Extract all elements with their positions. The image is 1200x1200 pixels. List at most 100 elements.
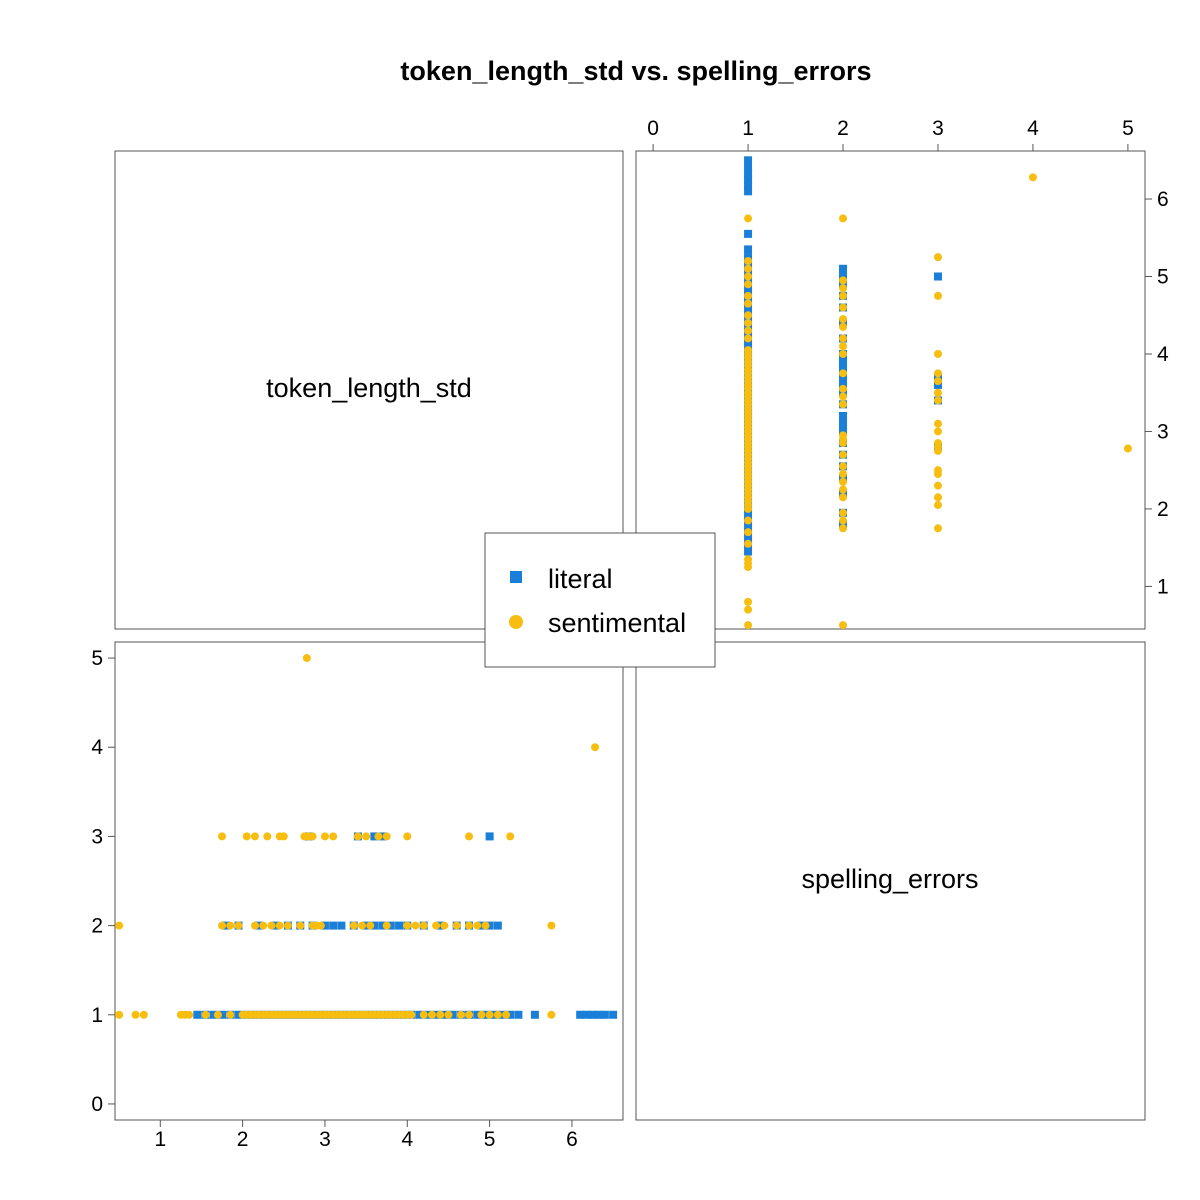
point-sentimental	[329, 832, 338, 841]
point-sentimental	[493, 1010, 502, 1019]
point-sentimental	[839, 470, 848, 479]
point-sentimental	[226, 921, 235, 930]
point-sentimental	[744, 291, 753, 300]
point-literal	[255, 921, 264, 930]
point-literal	[485, 832, 494, 841]
point-sentimental	[744, 334, 753, 343]
point-sentimental	[432, 921, 441, 930]
point-sentimental	[374, 832, 383, 841]
point-sentimental	[839, 524, 848, 533]
point-sentimental	[436, 1010, 445, 1019]
point-literal	[234, 1010, 243, 1019]
point-sentimental	[382, 832, 391, 841]
point-sentimental	[839, 291, 848, 300]
point-sentimental	[933, 524, 942, 533]
point-sentimental	[744, 326, 753, 335]
y-tick-label-token-length-std: 4	[1157, 343, 1169, 366]
point-literal	[744, 156, 753, 165]
point-sentimental	[259, 921, 268, 930]
point-literal	[370, 921, 379, 930]
point-literal	[481, 1010, 490, 1019]
diagonal-label-token-length-std: token_length_std	[266, 373, 472, 403]
point-sentimental	[839, 508, 848, 517]
point-sentimental	[547, 921, 556, 930]
point-sentimental	[502, 1010, 511, 1019]
point-sentimental	[744, 555, 753, 564]
point-literal	[378, 832, 387, 841]
y-tick-label-token-length-std: 1	[1157, 575, 1169, 598]
point-literal	[530, 1010, 539, 1019]
y-tick-label-spelling-errors: 3	[91, 825, 103, 848]
point-literal	[329, 921, 338, 930]
panel-bottom-left	[114, 641, 624, 1121]
point-sentimental	[115, 921, 124, 930]
point-literal	[448, 1010, 457, 1019]
point-literal	[744, 164, 753, 173]
point-sentimental	[139, 1010, 148, 1019]
point-literal	[744, 175, 753, 184]
point-literal	[436, 921, 445, 930]
point-sentimental	[283, 921, 292, 930]
point-sentimental	[839, 315, 848, 324]
point-sentimental	[382, 921, 391, 930]
point-sentimental	[591, 743, 600, 752]
point-sentimental	[485, 1010, 494, 1019]
point-sentimental	[839, 493, 848, 502]
point-sentimental	[839, 400, 848, 409]
point-sentimental	[201, 1010, 210, 1019]
point-sentimental	[744, 539, 753, 548]
x-tick-label-token-length-std: 3	[319, 1128, 331, 1151]
point-sentimental	[933, 253, 942, 262]
point-sentimental	[403, 921, 412, 930]
x-tick-label-token-length-std: 5	[484, 1128, 496, 1151]
point-sentimental	[234, 921, 243, 930]
y-tick-label-token-length-std: 3	[1157, 420, 1169, 443]
point-sentimental	[131, 1010, 140, 1019]
point-sentimental	[744, 264, 753, 273]
point-literal	[514, 1010, 523, 1019]
point-sentimental	[349, 921, 358, 930]
point-sentimental	[218, 832, 227, 841]
point-sentimental	[185, 1010, 194, 1019]
point-sentimental	[839, 621, 848, 630]
point-sentimental	[744, 272, 753, 281]
point-sentimental	[933, 369, 942, 378]
point-sentimental	[213, 1010, 222, 1019]
legend-label-sentimental: sentimental	[548, 608, 686, 638]
x-tick-label-spelling-errors: 5	[1122, 117, 1134, 140]
point-literal	[423, 1010, 432, 1019]
point-literal	[493, 921, 502, 930]
point-sentimental	[316, 921, 325, 930]
point-sentimental	[296, 921, 305, 930]
point-sentimental	[465, 1010, 474, 1019]
point-sentimental	[403, 832, 412, 841]
diagonal-label-spelling-errors: spelling_errors	[801, 864, 978, 894]
y-tick-label-token-length-std: 5	[1157, 266, 1169, 289]
point-sentimental	[308, 832, 317, 841]
point-sentimental	[933, 481, 942, 490]
point-sentimental	[744, 257, 753, 266]
point-sentimental	[481, 921, 490, 930]
point-literal	[415, 1010, 424, 1019]
point-sentimental	[744, 346, 753, 355]
y-tick-label-spelling-errors: 1	[91, 1004, 103, 1027]
point-sentimental	[933, 377, 942, 386]
x-tick-label-token-length-std: 1	[154, 1128, 166, 1151]
point-sentimental	[744, 311, 753, 320]
points-bottom-left-panel	[115, 654, 618, 1019]
point-literal	[320, 921, 329, 930]
point-sentimental	[933, 466, 942, 475]
point-sentimental	[839, 334, 848, 343]
point-literal	[485, 921, 494, 930]
point-sentimental	[427, 1010, 436, 1019]
point-sentimental	[456, 1010, 465, 1019]
point-sentimental	[275, 921, 284, 930]
point-sentimental	[933, 493, 942, 502]
point-literal	[497, 1010, 506, 1019]
y-tick-label-spelling-errors: 5	[91, 647, 103, 670]
point-literal	[744, 229, 753, 238]
point-sentimental	[353, 832, 362, 841]
point-literal	[744, 547, 753, 556]
y-tick-label-token-length-std: 6	[1157, 188, 1169, 211]
point-sentimental	[933, 291, 942, 300]
